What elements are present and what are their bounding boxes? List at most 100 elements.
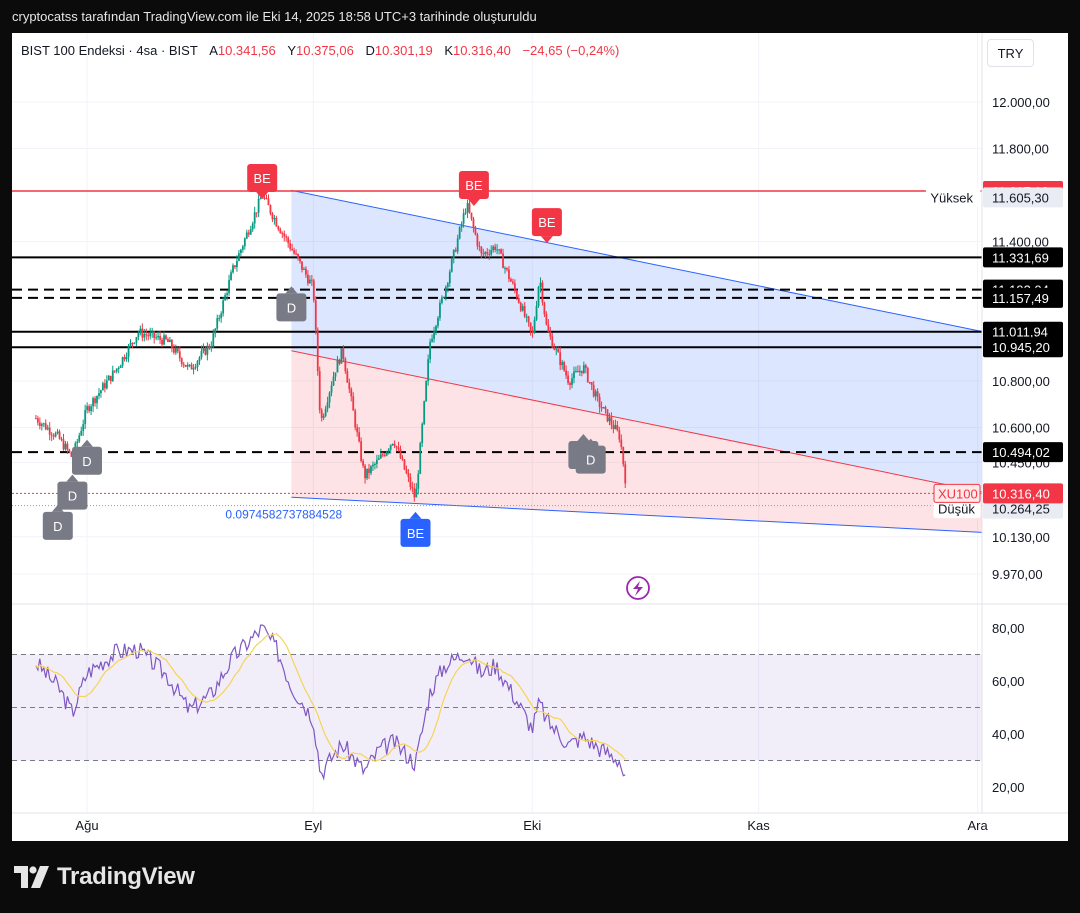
candle — [220, 313, 223, 318]
level-price-tag: 11.011,94 — [983, 321, 1063, 342]
channel-upper-line[interactable] — [291, 189, 983, 333]
sell-signal[interactable]: BE — [458, 170, 489, 206]
candle — [40, 424, 43, 426]
candle — [224, 295, 227, 301]
replay-icon[interactable] — [626, 576, 650, 600]
level-price-tag: 10.945,20 — [983, 337, 1063, 358]
candle — [533, 319, 536, 333]
symbol-legend: BIST 100 Endeksi · 4sa · BIST A10.341,56… — [21, 43, 619, 58]
candle — [127, 345, 130, 357]
chart-frame[interactable]: 0.0974582737884528 BEBEBEBEDDDDID 12.000… — [12, 33, 1068, 841]
sell-signal[interactable]: BE — [531, 208, 562, 244]
candle — [346, 371, 349, 383]
candle — [218, 317, 221, 319]
candle — [253, 212, 256, 224]
chart-canvas[interactable]: 0.0974582737884528 BEBEBEBEDDDDID 12.000… — [12, 33, 1068, 841]
candle — [381, 454, 384, 456]
candle — [259, 198, 262, 200]
candle — [439, 302, 441, 318]
channel-lower-line[interactable] — [291, 496, 983, 533]
candle — [169, 340, 171, 343]
candle — [332, 376, 335, 386]
signal-label-d[interactable]: D — [42, 504, 73, 540]
candle — [263, 197, 266, 199]
candle — [44, 423, 47, 430]
price-axis-label: 10.800,00 — [992, 374, 1050, 389]
candle — [297, 253, 299, 259]
candle — [283, 233, 286, 237]
candle — [494, 246, 497, 250]
candle — [551, 336, 554, 348]
channel-mid-line[interactable] — [291, 350, 983, 493]
symbol-name[interactable]: BIST 100 Endeksi · 4sa · BIST — [21, 43, 198, 58]
candle — [464, 212, 467, 214]
candle — [598, 396, 601, 408]
candle — [537, 287, 540, 306]
candle — [348, 382, 351, 390]
candle — [147, 335, 150, 337]
candle — [525, 316, 528, 318]
candle — [149, 333, 152, 337]
candle — [239, 249, 242, 254]
candle — [281, 233, 284, 235]
candle — [557, 349, 560, 353]
candle — [289, 243, 292, 249]
rsi-axis-label: 40,00 — [992, 727, 1025, 742]
candle — [326, 402, 329, 409]
candle — [200, 351, 203, 358]
candle — [517, 298, 520, 303]
candle — [458, 227, 461, 239]
buy-signal[interactable]: BE — [400, 511, 431, 547]
candle — [96, 395, 98, 404]
candle — [389, 444, 392, 450]
price-tag-text: 11.331,69 — [992, 250, 1049, 265]
price-axis-label: 10.600,00 — [992, 421, 1050, 436]
candle — [531, 330, 534, 333]
rsi-band — [12, 654, 982, 761]
candle — [413, 488, 416, 498]
candle — [36, 418, 39, 423]
candle — [508, 269, 510, 280]
candle — [393, 443, 396, 447]
candle — [198, 357, 201, 362]
candle — [364, 465, 366, 479]
candle — [139, 328, 142, 333]
currency-button[interactable]: TRY — [987, 39, 1034, 67]
candle — [238, 253, 240, 261]
candle — [94, 398, 96, 404]
candle — [618, 430, 621, 440]
candle — [484, 252, 487, 255]
signal-label-d[interactable]: D — [72, 439, 102, 475]
sell-signal[interactable]: BE — [247, 163, 278, 199]
candle — [109, 375, 112, 382]
candle — [596, 391, 599, 397]
candle — [303, 268, 305, 270]
candle — [56, 431, 59, 434]
candle — [476, 234, 479, 246]
candle — [429, 341, 431, 360]
open-value: 10.341,56 — [217, 43, 276, 58]
candle — [358, 432, 361, 442]
rsi-ma-line[interactable] — [35, 633, 626, 763]
candle — [504, 267, 506, 269]
candle — [293, 250, 296, 254]
signal-label-d[interactable]: D — [575, 438, 606, 474]
candle — [285, 236, 288, 238]
candle — [490, 250, 493, 255]
candle — [397, 447, 400, 450]
rsi-line[interactable] — [35, 624, 626, 781]
signal-label-d[interactable]: D — [276, 286, 307, 322]
candle — [417, 473, 420, 489]
candle — [170, 340, 173, 349]
candle — [541, 282, 544, 303]
candle — [344, 358, 347, 372]
signal-label-d[interactable]: D — [57, 474, 88, 510]
candle — [446, 283, 449, 287]
price-axis-label: 12.000,00 — [992, 95, 1050, 110]
candle — [456, 238, 459, 252]
candle — [350, 389, 353, 397]
candle — [334, 372, 337, 377]
tradingview-logo: TradingView — [14, 862, 195, 892]
candle — [370, 466, 372, 474]
candle — [301, 261, 303, 270]
